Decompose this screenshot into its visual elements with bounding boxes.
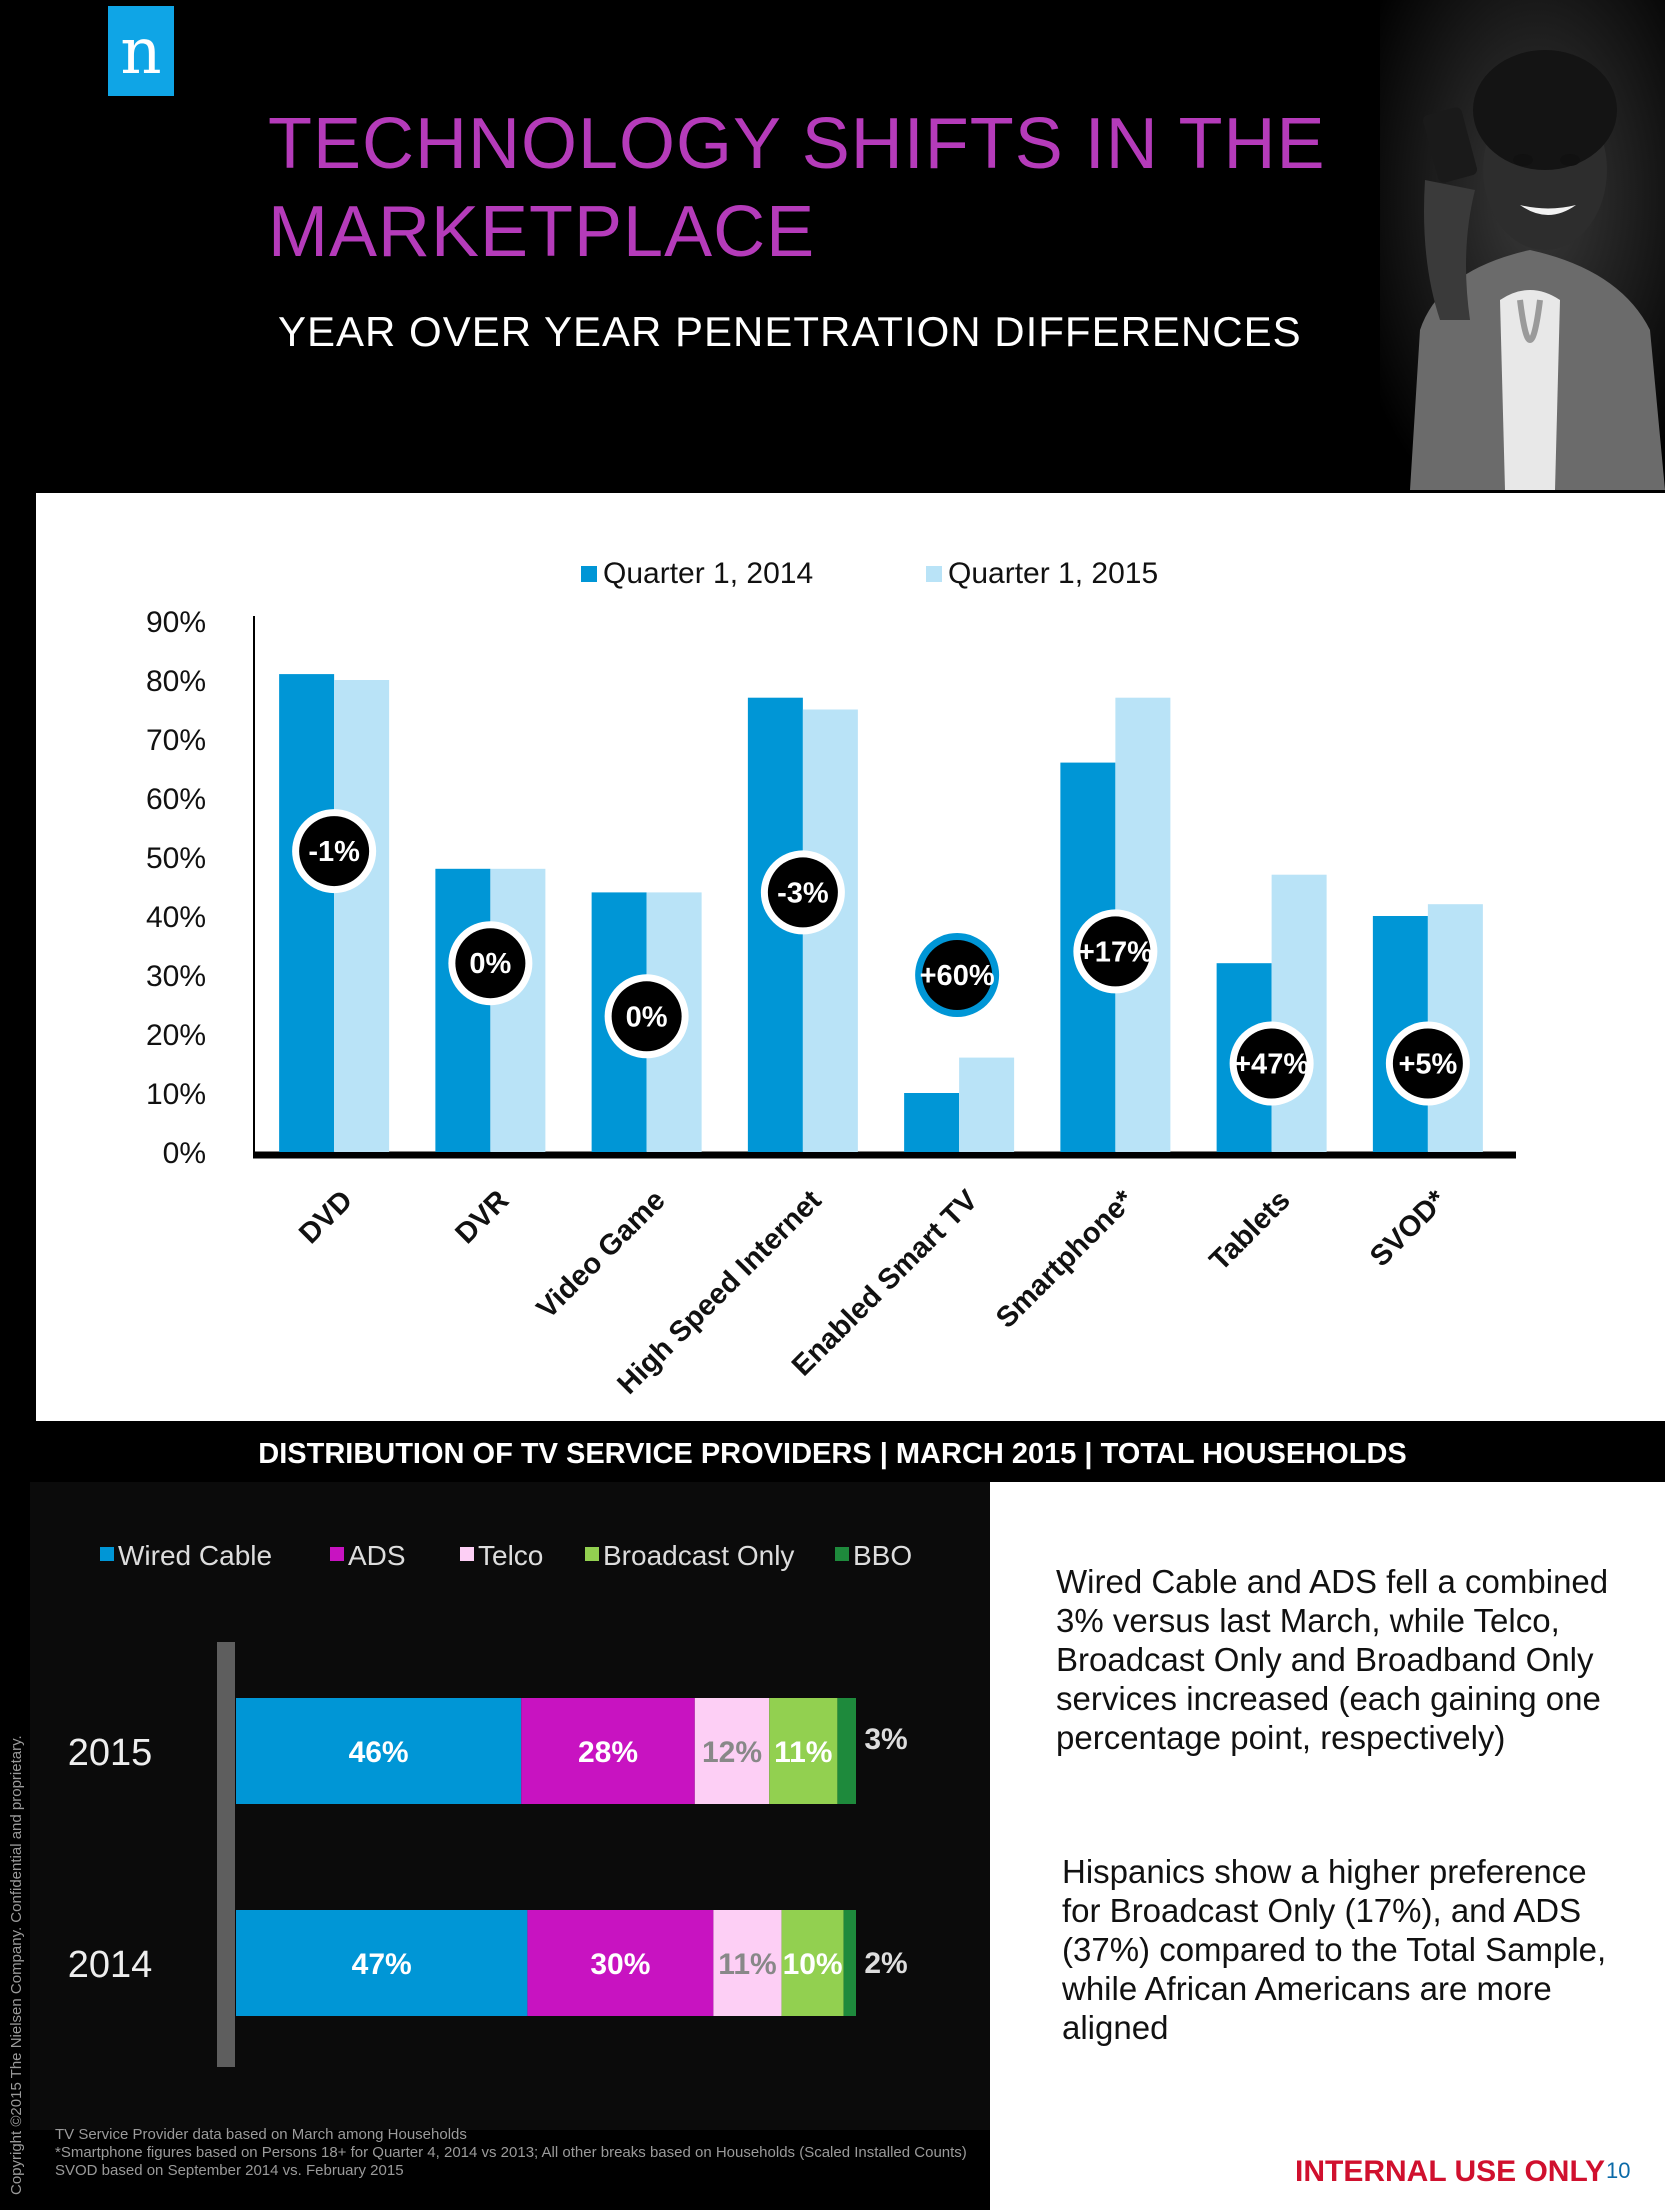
- change-label: +5%: [1398, 1049, 1457, 1081]
- stack-segment: [236, 1698, 522, 1804]
- category-label: Tablets: [1204, 1184, 1297, 1277]
- woman-with-phone-photo: [1380, 0, 1665, 490]
- penetration-chart-panel: 0% 10% 20% 30% 40% 50% 60% 70% 80% 90% Quarter 1, …: [36, 493, 1665, 1421]
- nielsen-logo: n: [108, 6, 174, 96]
- bar: [490, 868, 546, 1152]
- category-label: SVOD*: [1364, 1184, 1453, 1273]
- stack-segment: [837, 1698, 856, 1804]
- distribution-chart-panel: Wired Cable ADS Telco Broadcast Only BBO 2015…: [30, 1482, 990, 2130]
- stack-segment: [527, 1910, 714, 2016]
- footnote-3: SVOD based on September 2014 vs. Februar…: [55, 2162, 404, 2179]
- segment-label: 30%: [590, 1948, 650, 1981]
- row-label: 2014: [68, 1944, 153, 1986]
- stack-segment: [521, 1698, 695, 1804]
- y-tick-label: 50%: [146, 842, 206, 875]
- distribution-stacked-chart: Wired Cable ADS Telco Broadcast Only BBO 2015…: [68, 1540, 912, 2067]
- y-tick-label: 10%: [146, 1078, 206, 1111]
- change-bubble: [922, 940, 993, 1010]
- change-bubble: [611, 981, 682, 1052]
- change-bubble: [299, 816, 370, 887]
- category-label: Video Game: [531, 1184, 672, 1325]
- bar: [334, 680, 390, 1152]
- category-label: DVD: [293, 1184, 359, 1250]
- page-number: 10: [1606, 2158, 1631, 2183]
- legend-swatch: [835, 1547, 849, 1561]
- stack-segment: [781, 1910, 844, 2016]
- legend-swatch: [581, 566, 597, 582]
- legend-label: Quarter 1, 2014: [603, 557, 813, 590]
- commentary-panel: Wired Cable and ADS fell a combined 3% v…: [990, 1482, 1665, 2210]
- category-label: DVR: [449, 1184, 515, 1250]
- bar: [279, 674, 335, 1152]
- segment-label: 28%: [578, 1736, 638, 1769]
- category-label: Smartphone*: [990, 1184, 1141, 1335]
- change-bubble: [455, 928, 526, 999]
- category-axis-bar: [217, 1642, 235, 2067]
- y-tick-label: 80%: [146, 665, 206, 698]
- page-title: TECHNOLOGY SHIFTS IN THE MARKETPLACE: [268, 100, 1368, 276]
- page-subtitle: YEAR OVER YEAR PENETRATION DIFFERENCES: [278, 308, 1302, 355]
- stack-segment: [694, 1698, 770, 1804]
- stack-segment: [769, 1698, 838, 1804]
- segment-label: 12%: [702, 1736, 762, 1769]
- y-tick-label: 60%: [146, 783, 206, 816]
- bar: [959, 1057, 1015, 1152]
- y-tick-label: 40%: [146, 901, 206, 934]
- stack-segment: [843, 1910, 856, 2016]
- legend-label: ADS: [348, 1540, 406, 1571]
- legend-swatch: [100, 1547, 114, 1561]
- y-tick-label: 20%: [146, 1019, 206, 1052]
- segment-label: 3%: [864, 1723, 907, 1756]
- legend-label: Telco: [478, 1540, 543, 1571]
- legend-label: Broadcast Only: [603, 1540, 794, 1571]
- stack-segment: [236, 1910, 528, 2016]
- segment-label: 2%: [864, 1947, 907, 1980]
- copyright-notice: Copyright ©2015 The Nielsen Company. Con…: [8, 1735, 25, 2195]
- bar: [904, 1093, 960, 1152]
- change-label: +47%: [1234, 1049, 1309, 1081]
- change-label: +17%: [1078, 936, 1153, 968]
- legend-label: Quarter 1, 2015: [948, 557, 1158, 590]
- change-label: -1%: [308, 836, 360, 868]
- legend-swatch: [585, 1547, 599, 1561]
- y-tick-label: 0%: [163, 1137, 206, 1170]
- change-bubble: [767, 857, 838, 928]
- legend-swatch: [926, 566, 942, 582]
- change-label: +60%: [920, 960, 995, 992]
- bar: [1271, 874, 1327, 1152]
- penetration-bar-chart: 0% 10% 20% 30% 40% 50% 60% 70% 80% 90% Quarter 1, …: [146, 557, 1516, 1401]
- title-line-1: TECHNOLOGY SHIFTS IN THE: [268, 104, 1326, 184]
- legend-label: Wired Cable: [118, 1540, 272, 1571]
- title-line-2: MARKETPLACE: [268, 192, 816, 272]
- change-label: 0%: [626, 1001, 668, 1033]
- footnote-1: TV Service Provider data based on March …: [55, 2126, 467, 2143]
- segment-label: 47%: [352, 1948, 412, 1981]
- change-label: 0%: [469, 948, 511, 980]
- legend-swatch: [460, 1547, 474, 1561]
- change-bubble: [1392, 1028, 1463, 1099]
- y-tick-label: 90%: [146, 606, 206, 639]
- segment-label: 11%: [774, 1736, 832, 1769]
- y-tick-label: 70%: [146, 724, 206, 757]
- bar: [435, 868, 491, 1152]
- commentary-paragraph-1: Wired Cable and ADS fell a combined 3% v…: [1056, 1563, 1609, 1756]
- segment-label: 46%: [349, 1736, 409, 1769]
- row-label: 2015: [68, 1732, 153, 1774]
- legend-label: BBO: [853, 1540, 912, 1571]
- segment-label: 11%: [718, 1948, 776, 1981]
- change-bubble: [1080, 916, 1151, 987]
- y-tick-label: 30%: [146, 960, 206, 993]
- legend-swatch: [330, 1547, 344, 1561]
- internal-use-label: INTERNAL USE ONLY: [1295, 2155, 1606, 2188]
- footnote-2: *Smartphone figures based on Persons 18+…: [55, 2144, 967, 2161]
- segment-label: 10%: [783, 1948, 843, 1981]
- commentary-paragraph-2: Hispanics show a higher preference for B…: [1062, 1853, 1607, 2046]
- change-label: -3%: [777, 877, 829, 909]
- change-bubble: [1236, 1028, 1307, 1099]
- section-band-title: DISTRIBUTION OF TV SERVICE PROVIDERS | M…: [0, 1428, 1665, 1480]
- stack-segment: [713, 1910, 782, 2016]
